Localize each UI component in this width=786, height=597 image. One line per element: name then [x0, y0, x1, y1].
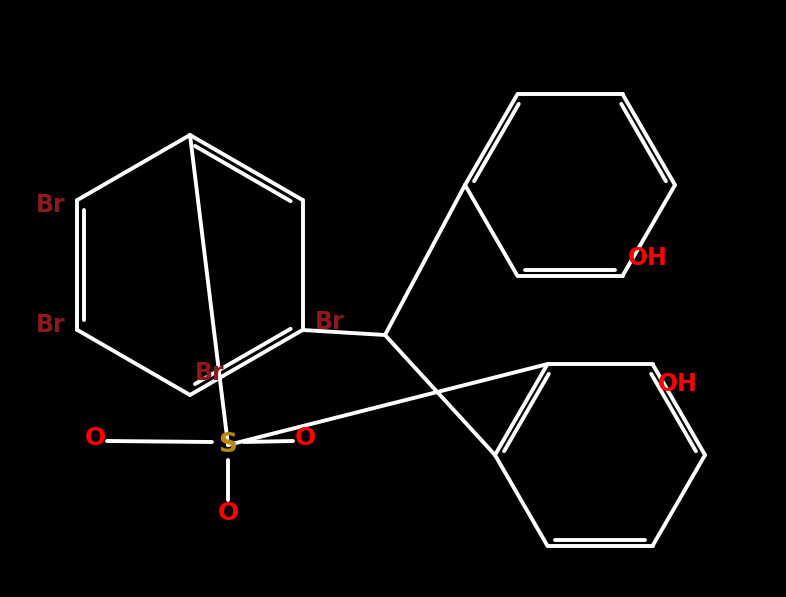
Text: Br: Br: [36, 313, 65, 337]
Text: O: O: [84, 426, 105, 450]
Text: O: O: [295, 426, 316, 450]
Text: Br: Br: [314, 310, 344, 334]
Text: O: O: [218, 501, 239, 525]
Text: Br: Br: [36, 193, 65, 217]
Text: OH: OH: [658, 372, 697, 396]
Text: Br: Br: [195, 361, 225, 385]
Text: S: S: [219, 432, 237, 458]
Text: OH: OH: [627, 246, 667, 270]
